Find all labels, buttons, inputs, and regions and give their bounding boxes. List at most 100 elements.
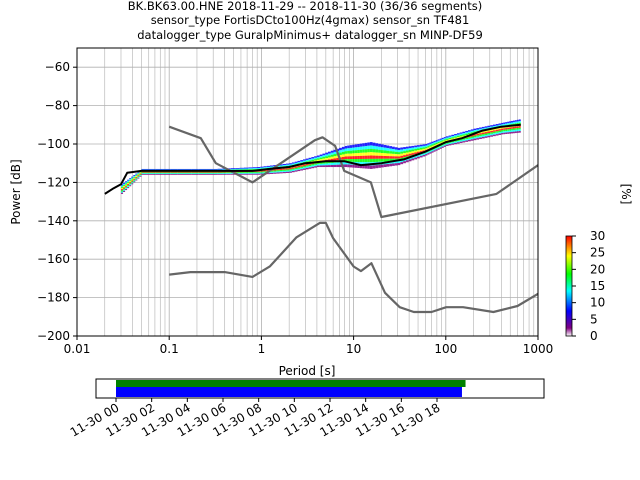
histogram-cell — [470, 132, 474, 134]
histogram-cell — [349, 153, 353, 157]
histogram-cell — [341, 151, 345, 155]
histogram-cell — [378, 143, 381, 147]
histogram-cell — [137, 173, 140, 175]
histogram-cell — [297, 162, 301, 164]
histogram-cell — [454, 141, 457, 143]
histogram-cell — [341, 162, 345, 165]
histogram-cell — [422, 144, 426, 146]
histogram-cell — [120, 186, 124, 188]
histogram-cell — [311, 165, 315, 167]
histogram-cell — [311, 158, 315, 160]
histogram-cell — [125, 185, 128, 187]
histogram-cell — [380, 158, 384, 162]
histogram-cell — [433, 142, 436, 144]
histogram-cell — [297, 167, 301, 169]
histogram-cell — [445, 137, 449, 139]
histogram-cell — [285, 169, 290, 171]
histogram-cell — [248, 172, 253, 174]
histogram-cell — [120, 191, 124, 193]
histogram-cell — [297, 169, 301, 172]
histogram-cell — [184, 168, 192, 170]
histogram-cell — [273, 171, 277, 173]
mean-psd-line — [104, 123, 521, 195]
histogram-cell — [131, 177, 134, 179]
histogram-cell — [273, 165, 277, 167]
histogram-cell — [372, 158, 376, 163]
histogram-cell — [127, 187, 130, 189]
histogram-cell — [357, 147, 360, 150]
histogram-cell — [285, 164, 290, 166]
histogram-cell — [129, 184, 132, 186]
histogram-cell — [129, 181, 132, 183]
histogram-cell — [129, 179, 132, 181]
histogram-cell — [243, 167, 249, 169]
histogram-cell — [516, 123, 519, 125]
histogram-cell — [314, 166, 317, 168]
histogram-cell — [439, 144, 442, 147]
histogram-cell — [243, 169, 249, 171]
histogram-cell — [439, 146, 442, 148]
histogram-cell — [243, 173, 249, 175]
histogram-cell — [289, 169, 292, 171]
histogram-cell — [230, 173, 236, 175]
histogram-cell — [462, 141, 466, 143]
histogram-cell — [269, 165, 274, 167]
histogram-cell — [367, 158, 370, 163]
histogram-cell — [300, 169, 304, 171]
histogram-cell — [133, 176, 136, 178]
histogram-cell — [484, 133, 488, 135]
histogram-cell — [120, 192, 124, 194]
histogram-cell — [294, 167, 298, 170]
histogram-cell — [364, 142, 368, 147]
histogram-cell — [492, 134, 496, 137]
histogram-cell — [349, 159, 353, 162]
histogram-cell — [170, 174, 178, 175]
histogram-cell — [433, 148, 436, 151]
histogram-cell — [443, 143, 446, 145]
histogram-cell — [509, 121, 512, 123]
histogram-cell — [394, 147, 398, 150]
histogram-cell — [429, 142, 432, 144]
histogram-cell — [484, 126, 488, 128]
histogram-cell — [362, 146, 365, 150]
histogram-cell — [454, 135, 457, 137]
histogram-cell — [289, 171, 292, 173]
histogram-cell — [454, 134, 457, 136]
histogram-cell — [501, 122, 504, 125]
histogram-cell — [514, 131, 517, 134]
noise-models — [168, 125, 538, 314]
histogram-cell — [441, 139, 444, 141]
histogram-cell — [448, 139, 452, 141]
histogram-cell — [490, 135, 493, 137]
histogram-cell — [191, 174, 199, 175]
histogram-cell — [311, 159, 315, 162]
title-line-1: BK.BK63.00.HNE 2018-11-29 -- 2018-11-30 … — [128, 0, 482, 13]
histogram-cell — [479, 136, 482, 138]
histogram-cell — [344, 151, 348, 154]
histogram-cell — [339, 155, 342, 158]
histogram-cell — [448, 135, 452, 137]
histogram-cell — [294, 162, 298, 165]
histogram-cell — [352, 153, 355, 157]
histogram-cell — [354, 150, 358, 154]
histogram-cell — [392, 151, 395, 154]
histogram-cell — [490, 133, 493, 136]
histogram-cell — [305, 161, 309, 163]
histogram-cell — [213, 172, 218, 174]
histogram-cell — [389, 158, 393, 162]
histogram-cell — [322, 158, 326, 161]
histogram-cell — [514, 128, 517, 130]
histogram-cell — [133, 178, 136, 180]
histogram-cell — [141, 173, 149, 175]
histogram-cell — [294, 161, 298, 163]
histogram-cell — [417, 150, 420, 152]
histogram-cell — [441, 144, 444, 146]
histogram-cell — [425, 152, 428, 155]
histogram-cell — [456, 135, 460, 138]
histogram-cell — [372, 149, 376, 153]
histogram-cell — [422, 154, 426, 157]
histogram-cell — [294, 166, 298, 168]
histogram-cell — [431, 143, 434, 145]
histogram-cell — [375, 165, 379, 169]
